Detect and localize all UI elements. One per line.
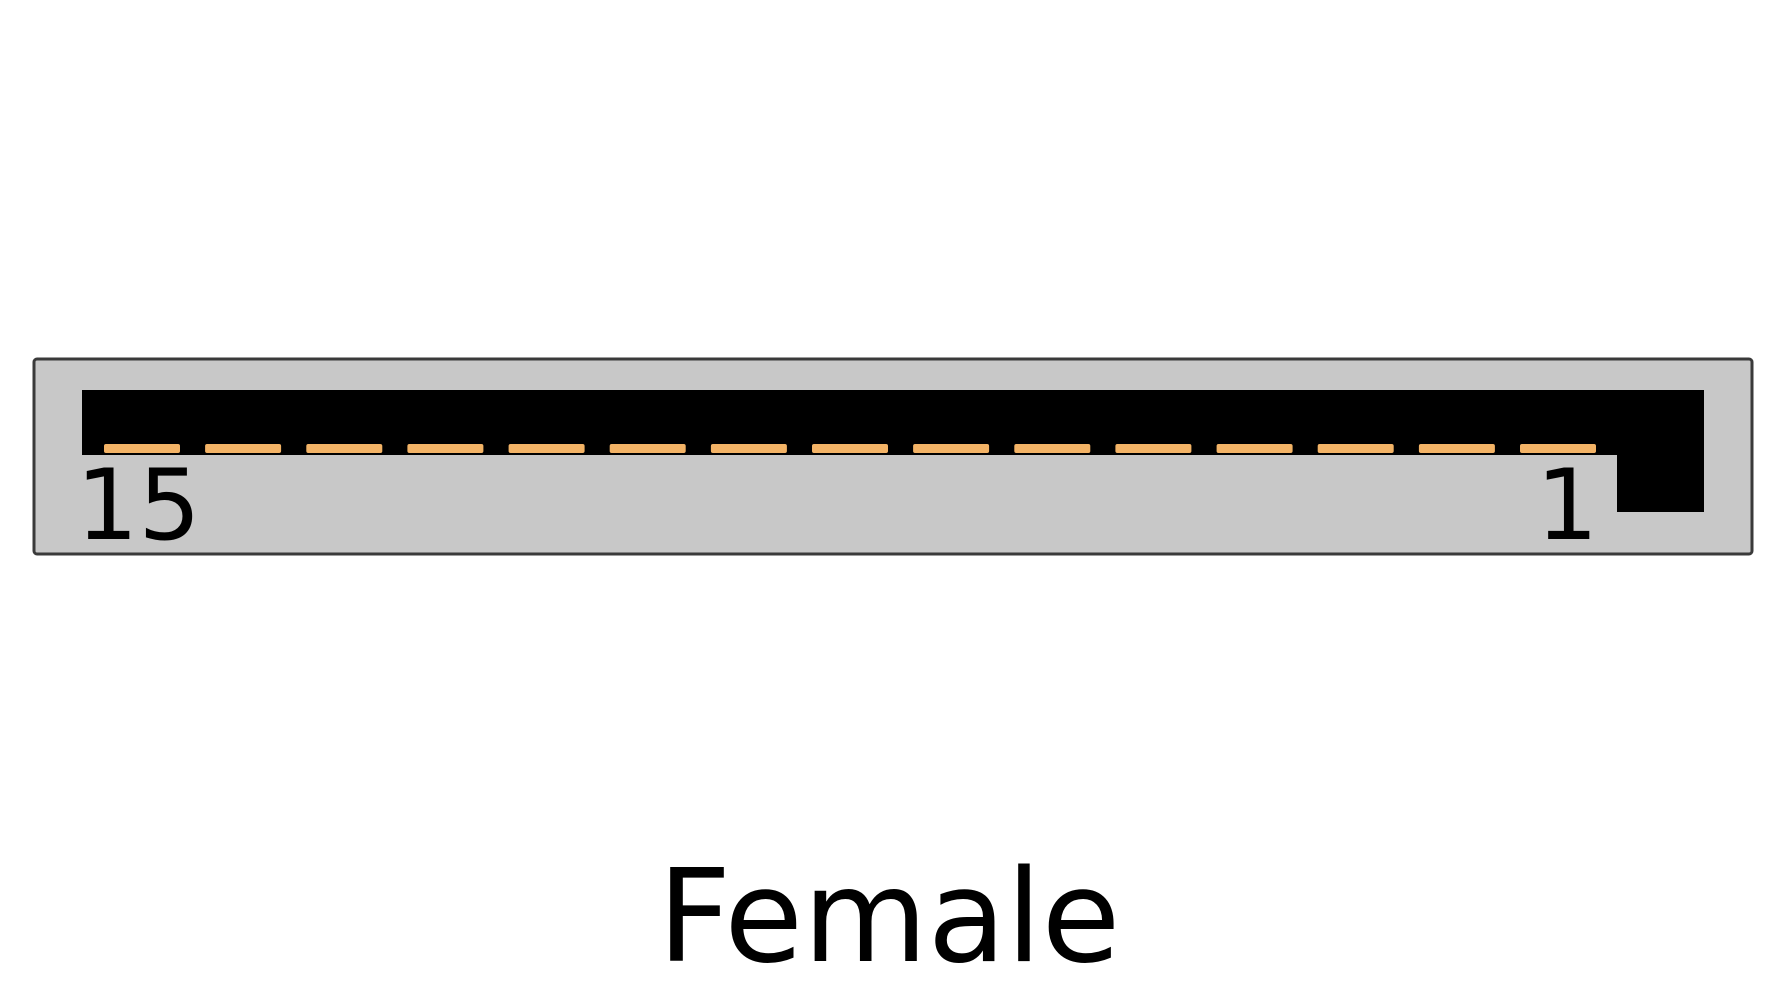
pin-label-15: 15 — [76, 449, 201, 563]
pin-label-1: 1 — [1536, 449, 1598, 563]
contact-row — [104, 444, 1596, 453]
connector-gender-caption: Female — [658, 843, 1121, 992]
pin-contact-7 — [913, 444, 990, 453]
pin-contact-13 — [306, 444, 383, 453]
pin-contact-1 — [1520, 444, 1596, 453]
pin-contact-11 — [508, 444, 585, 453]
pin-contact-6 — [1014, 444, 1091, 453]
pin-contact-14 — [205, 444, 282, 453]
pin-contact-5 — [1115, 444, 1192, 453]
pin-contact-8 — [812, 444, 888, 453]
pin-contact-4 — [1216, 444, 1293, 453]
connector-shell — [32, 357, 1754, 556]
pin-contact-12 — [407, 444, 484, 453]
pin-contact-9 — [710, 444, 787, 453]
pin-contact-15 — [104, 444, 180, 453]
pin-contact-2 — [1418, 444, 1495, 453]
pin-contact-10 — [609, 444, 686, 453]
pin-contact-3 — [1317, 444, 1394, 453]
connector-cavity — [82, 390, 1704, 512]
